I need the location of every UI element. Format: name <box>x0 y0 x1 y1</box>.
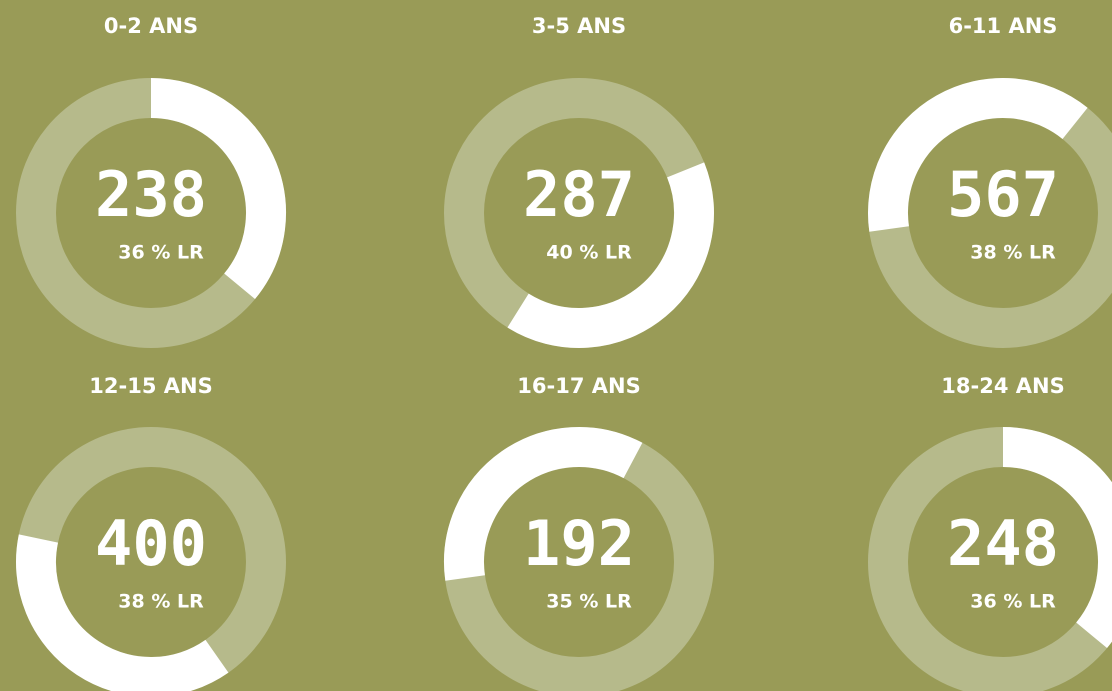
donut-total: 567 <box>947 158 1059 231</box>
donut-arc <box>1002 427 1112 649</box>
donut-share: 36 % LR <box>118 242 204 264</box>
donut-total: 287 <box>523 158 635 231</box>
donut-share: 35 % LR <box>546 591 632 613</box>
donut-title: 16-17 ANS <box>517 374 640 398</box>
donut-arc <box>150 78 286 300</box>
donut-arc <box>507 162 714 348</box>
donut-total: 238 <box>95 158 207 231</box>
donut-total: 400 <box>95 507 207 580</box>
donut-share: 40 % LR <box>546 242 632 264</box>
donut-share: 38 % LR <box>118 591 204 613</box>
donut-title: 3-5 ANS <box>532 14 626 38</box>
donut-title: 0-2 ANS <box>104 14 198 38</box>
donut-total: 248 <box>947 507 1059 580</box>
donut-arc <box>444 427 643 581</box>
donut-share: 38 % LR <box>970 242 1056 264</box>
donut-title: 12-15 ANS <box>89 374 212 398</box>
donut-title: 18-24 ANS <box>941 374 1064 398</box>
donut-arc <box>868 78 1088 232</box>
donut-share: 36 % LR <box>970 591 1056 613</box>
donut-total: 192 <box>523 507 635 580</box>
donut-title: 6-11 ANS <box>949 14 1058 38</box>
donut-arc <box>16 534 229 691</box>
